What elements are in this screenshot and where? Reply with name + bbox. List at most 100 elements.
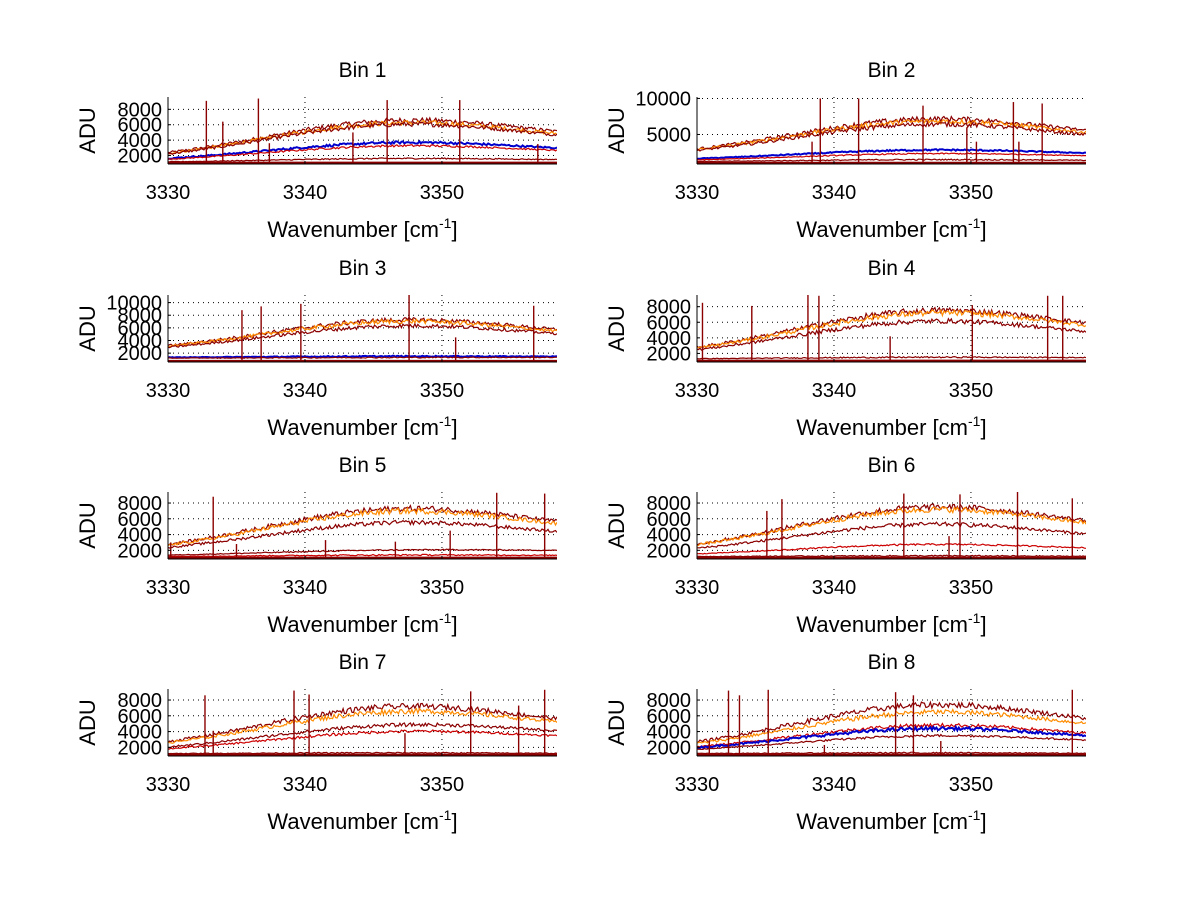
x-tick-label: 3340 [283, 380, 328, 402]
x-axis-label-close: ] [980, 415, 986, 440]
x-axis-label: Wavenumber [cm-1] [267, 610, 457, 637]
y-axis-label: ADU [75, 305, 100, 351]
series-line-low [168, 751, 557, 755]
x-tick-label: 3330 [675, 577, 720, 599]
x-axis-label: Wavenumber [cm-1] [796, 413, 986, 440]
series-group [697, 295, 1086, 362]
y-tick-label: 2000 [118, 540, 163, 562]
y-tick-label: 6000 [647, 312, 692, 334]
subplot-title: Bin 4 [868, 257, 916, 280]
series-line-low [697, 355, 1086, 360]
x-tick-label: 3350 [420, 380, 465, 402]
x-axis-label-close: ] [980, 809, 986, 834]
x-tick-label: 3350 [420, 774, 465, 796]
y-tick-label: 2000 [118, 343, 163, 365]
x-axis-label-sup: -1 [968, 215, 981, 231]
y-tick-label: 6000 [647, 509, 692, 531]
x-axis-label-text: Wavenumber [cm [267, 217, 439, 242]
series-line-low [697, 751, 1086, 755]
x-tick-label: 3350 [949, 774, 994, 796]
series-line-low-b [697, 554, 1086, 558]
y-axis-label: ADU [75, 107, 100, 153]
series-line-upper-c [697, 317, 1086, 351]
y-tick-label: 2000 [118, 146, 163, 168]
x-tick-label: 3340 [812, 380, 857, 402]
y-tick-label: 4000 [647, 722, 692, 744]
x-axis-label: Wavenumber [cm-1] [267, 413, 457, 440]
x-tick-label: 3330 [146, 182, 191, 204]
series-line-mid-c [697, 733, 1086, 750]
x-axis-label-close: ] [451, 217, 457, 242]
y-axis-label: ADU [604, 107, 629, 153]
series-line-upper-b [697, 505, 1086, 547]
series-group [697, 98, 1086, 164]
series-line-upper-c [168, 519, 557, 549]
y-tick-label: 4000 [118, 130, 163, 152]
series-line-upper-a [168, 702, 557, 743]
series-line-upper-c [168, 322, 557, 349]
x-tick-label: 3330 [146, 577, 191, 599]
series-line-low-b [168, 553, 557, 558]
series-line-mid-b [168, 729, 557, 750]
series-line-mid [697, 521, 1086, 549]
x-axis-label-text: Wavenumber [cm [267, 809, 439, 834]
x-tick-label: 3340 [812, 577, 857, 599]
x-tick-label: 3350 [949, 380, 994, 402]
x-tick-label: 3340 [812, 774, 857, 796]
x-axis-label: Wavenumber [cm-1] [796, 807, 986, 834]
y-tick-label: 6000 [647, 706, 692, 728]
subplot-title: Bin 6 [868, 454, 916, 477]
series-line-mid-blue [697, 724, 1086, 749]
y-tick-label: 2000 [647, 737, 692, 759]
series-line-upper-b [697, 308, 1086, 350]
x-tick-label: 3330 [675, 380, 720, 402]
y-tick-label: 2000 [118, 737, 163, 759]
y-axis-label: ADU [604, 305, 629, 351]
x-tick-label: 3340 [283, 182, 328, 204]
series-group [168, 98, 557, 164]
series-line-upper-b [168, 119, 557, 155]
x-tick-label: 3330 [675, 774, 720, 796]
x-tick-label: 3350 [949, 577, 994, 599]
y-axis-label: ADU [604, 502, 629, 548]
series-group [168, 492, 557, 559]
y-tick-label: 4000 [118, 525, 163, 547]
series-line-mid-blue [697, 148, 1086, 160]
x-axis-label: Wavenumber [cm-1] [796, 610, 986, 637]
x-tick-label: 3340 [283, 774, 328, 796]
subplot-bin-2: Bin 2 3330 3340 3350 5000 10000 Wavenumber [cm… [604, 59, 1086, 242]
x-axis-label-text: Wavenumber [cm [796, 415, 968, 440]
x-axis-label-text: Wavenumber [cm [267, 612, 439, 637]
x-axis-label: Wavenumber [cm-1] [267, 807, 457, 834]
y-tick-label: 2000 [647, 343, 692, 365]
series-line-upper-c [697, 120, 1086, 152]
series-group [697, 689, 1086, 756]
y-tick-label: 8000 [647, 297, 692, 319]
x-axis-label-close: ] [451, 809, 457, 834]
series-line-low [168, 356, 557, 359]
x-axis-label-sup: -1 [439, 610, 452, 626]
x-axis-label-text: Wavenumber [cm [796, 809, 968, 834]
y-tick-label: 2000 [647, 540, 692, 562]
x-axis-label-text: Wavenumber [cm [267, 415, 439, 440]
y-tick-label: 4000 [118, 722, 163, 744]
x-tick-label: 3340 [283, 577, 328, 599]
subplot-title: Bin 8 [868, 651, 916, 674]
x-axis-label-sup: -1 [968, 413, 981, 429]
y-tick-label: 4000 [118, 331, 163, 353]
y-tick-label: 8000 [118, 690, 163, 712]
x-axis-label-close: ] [980, 217, 986, 242]
y-tick-label: 4000 [647, 525, 692, 547]
y-tick-label: 10000 [106, 293, 162, 315]
x-axis-label-sup: -1 [439, 413, 452, 429]
y-tick-label: 8000 [118, 493, 163, 515]
y-tick-label: 8000 [118, 305, 163, 327]
y-tick-label: 6000 [118, 318, 163, 340]
y-tick-label: 6000 [118, 706, 163, 728]
series-line-upper-a [168, 504, 557, 547]
